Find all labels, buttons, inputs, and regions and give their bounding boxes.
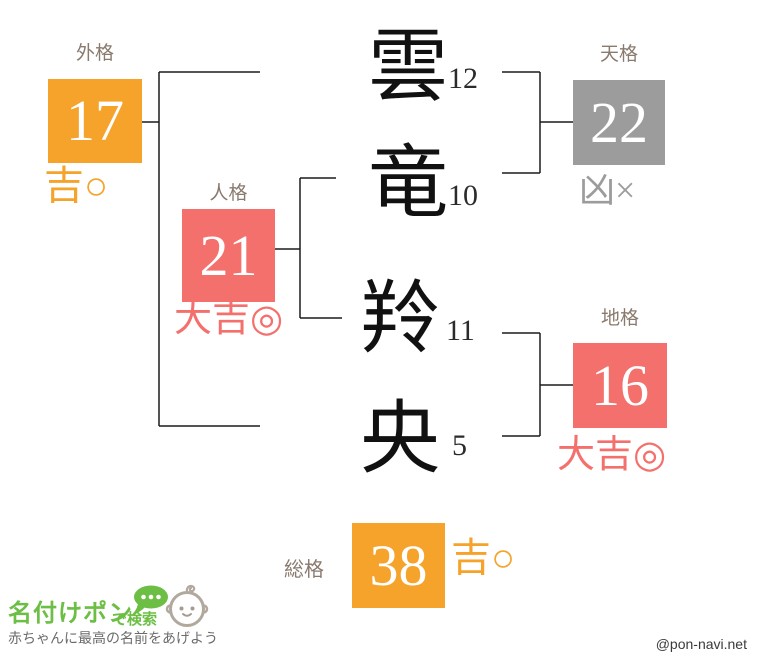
brand-tagline: 赤ちゃんに最高の名前をあげよう (8, 630, 218, 646)
name-char-3: 羚 (360, 276, 440, 364)
soukaku-value-box: 38 (352, 523, 445, 608)
jinkaku-value-box: 21 (182, 209, 275, 302)
soukaku-label: 総格 (284, 559, 324, 581)
tenkaku-value: 22 (590, 89, 648, 155)
site-credit: @pon-navi.net (655, 636, 747, 652)
chikaku-label: 地格 (600, 308, 639, 329)
speech-bubble-icon (130, 585, 168, 616)
tenkaku-label: 天格 (599, 44, 638, 65)
stroke-count-1: 12 (448, 62, 478, 95)
chikaku-value: 16 (591, 352, 649, 418)
brand-search-suffix: で検索 (112, 611, 158, 628)
name-char-1: 雲 (368, 24, 448, 112)
gaikaku-value: 17 (66, 88, 124, 153)
chikaku-value-box: 16 (573, 343, 667, 428)
name-char-4: 央 (360, 396, 440, 484)
stroke-count-4: 5 (452, 429, 467, 462)
jinkaku-label: 人格 (209, 183, 248, 204)
name-char-2: 竜 (368, 140, 448, 228)
jinkaku-rating: 大吉◎ (174, 298, 284, 340)
stroke-count-2: 10 (448, 179, 478, 212)
gaikaku-rating: 吉○ (44, 163, 109, 208)
brand-logo-text: 名付けポン (8, 600, 133, 627)
tenkaku-value-box: 22 (573, 80, 665, 165)
gaikaku-value-box: 17 (48, 79, 142, 163)
gaikaku-label: 外格 (75, 43, 114, 64)
tenkaku-rating: 凶× (579, 170, 636, 210)
jinkaku-value: 21 (199, 222, 258, 288)
baby-face-icon (165, 584, 209, 627)
soukaku-rating: 吉○ (451, 535, 516, 580)
soukaku-value: 38 (369, 532, 428, 598)
stroke-count-3: 11 (446, 314, 475, 347)
chikaku-rating: 大吉◎ (557, 434, 667, 476)
